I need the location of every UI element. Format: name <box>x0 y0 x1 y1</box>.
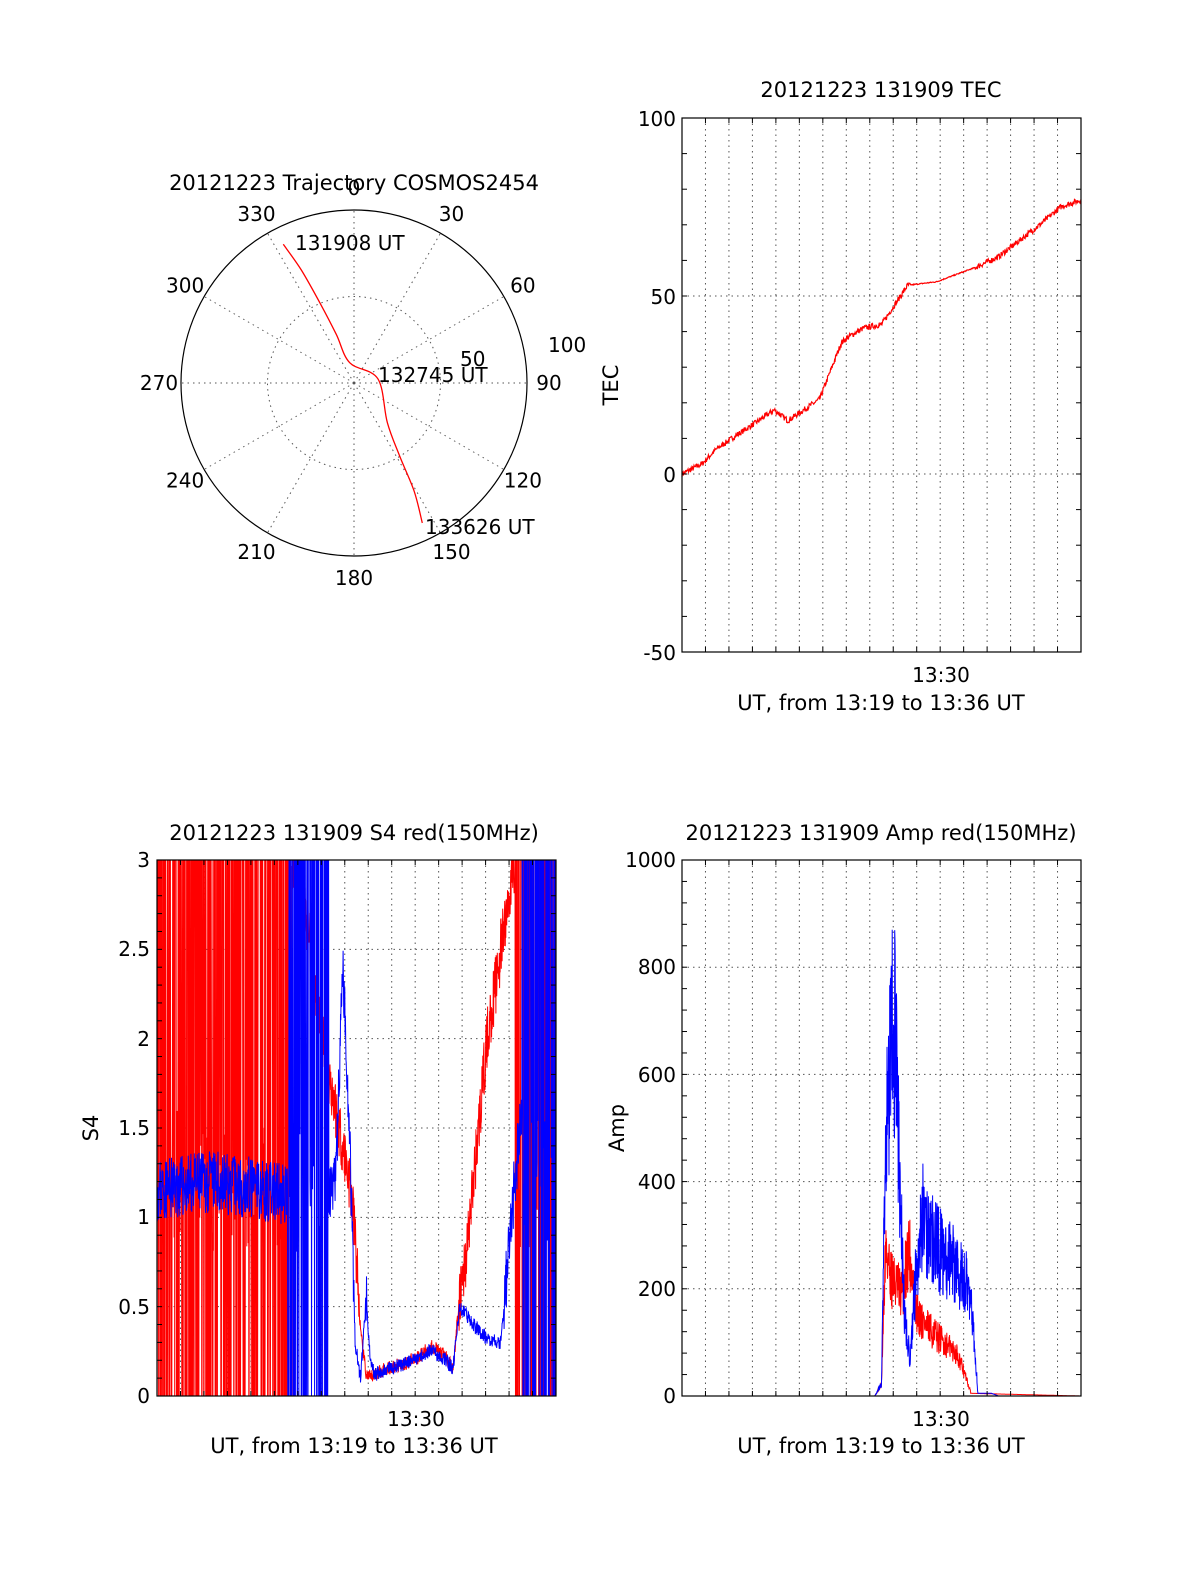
s4-xtick-1330: 13:30 <box>387 1407 445 1431</box>
tec-ylabel: TEC <box>599 365 623 407</box>
tec-tick-marks <box>682 117 1081 653</box>
polar-spoke-grid <box>203 296 355 384</box>
s4-blue-series-line <box>157 860 556 1396</box>
trajectory-mid-label: 132745 UT <box>378 363 488 387</box>
s4-ytick-3: 3 <box>137 848 150 872</box>
amp-blue-series-line <box>682 929 1081 1396</box>
s4-ytick-0-5: 0.5 <box>118 1295 150 1319</box>
polar-azimuth-labels: 0 30 60 90 120 150 180 210 240 270 300 330 <box>140 176 562 590</box>
amp-xlabel: UT, from 13:19 to 13:36 UT <box>737 1434 1025 1458</box>
polar-azimuth-label: 150 <box>432 540 470 564</box>
polar-outer-ring <box>180 209 528 557</box>
polar-azimuth-label: 0 <box>348 176 361 200</box>
s4-tick-marks <box>157 859 556 1397</box>
polar-grid <box>181 210 527 556</box>
tec-ytick-50: 50 <box>651 285 676 309</box>
polar-ring-grid <box>267 296 441 470</box>
polar-azimuth-label: 240 <box>166 469 204 493</box>
amp-ytick-1000: 1000 <box>625 848 676 872</box>
polar-spoke-grid <box>353 232 441 384</box>
s4-xlabel: UT, from 13:19 to 13:36 UT <box>210 1434 498 1458</box>
amp-ytick-800: 800 <box>638 955 676 979</box>
amp-plot-frame <box>681 859 1082 1397</box>
tec-plot-frame <box>681 117 1082 653</box>
tec-grid <box>682 118 1081 652</box>
polar-spoke-grid <box>353 382 505 470</box>
trajectory-title: 20121223 Trajectory COSMOS2454 <box>169 171 539 195</box>
s4-ytick-1-5: 1.5 <box>118 1116 150 1140</box>
tec-ytick-neg50: -50 <box>643 641 676 665</box>
s4-red-series-line <box>157 860 556 1396</box>
polar-azimuth-label: 60 <box>510 274 535 298</box>
s4-ytick-1: 1 <box>137 1205 150 1229</box>
tec-panel: 20121223 131909 TEC 100 50 0 -50 13:30 U… <box>599 78 1082 715</box>
s4-ylabel: S4 <box>79 1115 103 1142</box>
amp-title: 20121223 131909 Amp red(150MHz) <box>685 821 1076 845</box>
trajectory-line <box>282 243 423 524</box>
amp-ytick-600: 600 <box>638 1063 676 1087</box>
trajectory-end-label: 133626 UT <box>425 515 535 539</box>
polar-azimuth-label: 300 <box>166 274 204 298</box>
amp-panel: 20121223 131909 Amp red(150MHz) 1000 800… <box>605 821 1082 1458</box>
trajectory-start-label: 131908 UT <box>295 231 405 255</box>
amp-ytick-400: 400 <box>638 1170 676 1194</box>
polar-spoke-grid <box>353 382 441 534</box>
s4-ytick-0: 0 <box>137 1384 150 1408</box>
tec-ytick-100: 100 <box>638 107 676 131</box>
s4-ytick-2: 2 <box>137 1027 150 1051</box>
polar-azimuth-label: 270 <box>140 371 178 395</box>
amp-xtick-1330: 13:30 <box>912 1407 970 1431</box>
amp-ylabel: Amp <box>605 1104 629 1152</box>
tec-xtick-1330: 13:30 <box>912 663 970 687</box>
amp-ytick-0: 0 <box>663 1384 676 1408</box>
s4-title: 20121223 131909 S4 red(150MHz) <box>169 821 539 845</box>
s4-panel: 20121223 131909 S4 red(150MHz) 3 2.5 2 1… <box>79 821 557 1458</box>
amp-grid <box>682 860 1081 1396</box>
polar-spoke-grid <box>203 382 355 470</box>
polar-azimuth-label: 30 <box>439 202 464 226</box>
polar-radius-label-100: 100 <box>548 333 586 357</box>
polar-azimuth-label: 210 <box>237 540 275 564</box>
tec-xlabel: UT, from 13:19 to 13:36 UT <box>737 691 1025 715</box>
polar-azimuth-label: 330 <box>237 202 275 226</box>
trajectory-polar-panel: 20121223 Trajectory COSMOS2454 0 30 60 90 12… <box>140 171 586 590</box>
polar-spoke-grid <box>267 382 355 534</box>
amp-ytick-200: 200 <box>638 1277 676 1301</box>
polar-spoke-grid <box>353 296 505 384</box>
tec-title: 20121223 131909 TEC <box>760 78 1001 102</box>
tec-series-line <box>681 198 1082 477</box>
tec-ytick-0: 0 <box>663 463 676 487</box>
polar-spoke-grid <box>267 232 355 384</box>
polar-azimuth-label: 90 <box>536 371 561 395</box>
polar-azimuth-label: 120 <box>504 469 542 493</box>
polar-radius-label-50: 50 <box>460 347 485 371</box>
s4-ytick-2-5: 2.5 <box>118 937 150 961</box>
polar-azimuth-label: 180 <box>335 566 373 590</box>
amp-tick-marks <box>682 859 1081 1397</box>
